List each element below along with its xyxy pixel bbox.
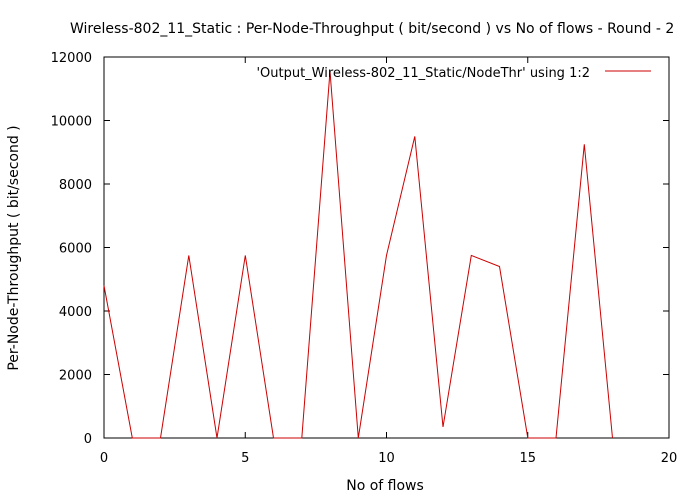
chart-title: Wireless-802_11_Static : Per-Node-Throug… (70, 21, 674, 37)
data-point (273, 437, 274, 438)
y-tick-label: 0 (84, 432, 92, 447)
data-point (499, 266, 500, 267)
data-point (527, 437, 528, 438)
x-axis-ticks: 0 5 10 15 20 (100, 57, 677, 466)
legend-label: 'Output_Wireless-802_11_Static/NodeThr' … (256, 66, 590, 81)
data-point (188, 255, 189, 256)
x-axis-label: No of flows (346, 478, 424, 494)
data-point (245, 255, 246, 256)
data-point (358, 437, 359, 438)
series-layer (103, 71, 613, 439)
data-point (414, 136, 415, 137)
data-point (612, 437, 613, 438)
data-point (386, 255, 387, 256)
plot-frame (103, 56, 670, 439)
x-tick-label: 0 (100, 451, 108, 466)
plot-border (103, 56, 670, 439)
data-point (216, 437, 217, 438)
x-tick-label: 20 (661, 451, 678, 466)
data-point (301, 437, 302, 438)
y-axis-ticks: 0 2000 4000 6000 8000 10000 12000 (51, 51, 669, 447)
x-tick-label: 15 (519, 451, 536, 466)
y-axis-label: Per-Node-Throughput ( bit/second ) (6, 125, 22, 370)
y-tick-label: 12000 (51, 51, 92, 66)
x-tick-label: 10 (378, 451, 395, 466)
data-point (160, 437, 161, 438)
y-tick-label: 2000 (59, 369, 92, 384)
data-point (471, 255, 472, 256)
y-tick-label: 10000 (51, 115, 92, 130)
data-point (103, 285, 104, 286)
y-tick-label: 4000 (59, 305, 92, 320)
data-point (132, 437, 133, 438)
y-tick-label: 8000 (59, 178, 92, 193)
data-point (584, 144, 585, 145)
y-tick-label: 6000 (59, 242, 92, 257)
legend: 'Output_Wireless-802_11_Static/NodeThr' … (256, 66, 651, 81)
x-tick-label: 5 (241, 451, 249, 466)
series-line (103, 71, 613, 439)
data-point (555, 437, 556, 438)
data-point (442, 426, 443, 427)
